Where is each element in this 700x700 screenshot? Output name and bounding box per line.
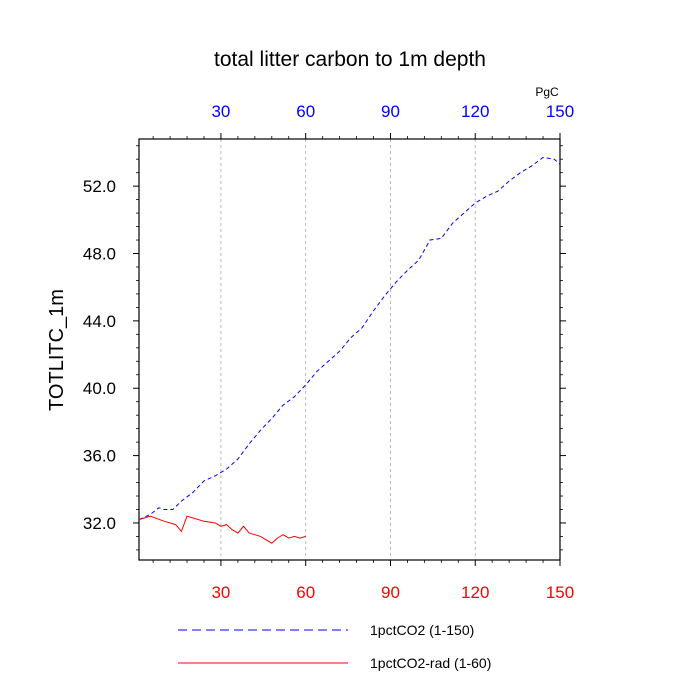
series-line-1 [138,156,561,521]
series-lines [138,156,561,544]
y-tick-label: 36.0 [83,447,116,466]
x-tick-label-top: 60 [296,102,315,121]
y-tick-label: 44.0 [83,312,116,331]
x-tick-label-bottom: 60 [296,583,315,602]
x-tick-label-bottom: 150 [546,583,574,602]
chart-title: total litter carbon to 1m depth [214,48,486,71]
grid-lines [220,139,476,560]
y-tick-label: 52.0 [83,177,116,196]
legend-label-2: 1pctCO2-rad (1-60) [370,655,491,671]
x-tick-label-top: 150 [546,102,574,121]
x-tick-label-bottom: 90 [381,583,400,602]
series-line-2 [138,515,306,544]
y-tick-label: 40.0 [83,379,116,398]
legend: 1pctCO2 (1-150) 1pctCO2-rad (1-60) [178,622,491,671]
x-tick-label-bottom: 30 [211,583,230,602]
units-label: PgC [535,85,559,99]
axis-ticks [133,133,566,566]
tick-labels: 30 30 60 60 90 90 120 120 150 150 32.0 36.0 40.0 44.0… [83,102,574,602]
y-axis-label: TOTLITC_1m [46,289,68,411]
y-tick-label: 32.0 [83,514,116,533]
x-tick-label-top: 120 [461,102,489,121]
x-tick-label-top: 30 [211,102,230,121]
x-tick-label-top: 90 [381,102,400,121]
x-tick-label-bottom: 120 [461,583,489,602]
legend-label-1: 1pctCO2 (1-150) [370,622,474,638]
plot-frame [138,138,561,561]
y-tick-label: 48.0 [83,245,116,264]
